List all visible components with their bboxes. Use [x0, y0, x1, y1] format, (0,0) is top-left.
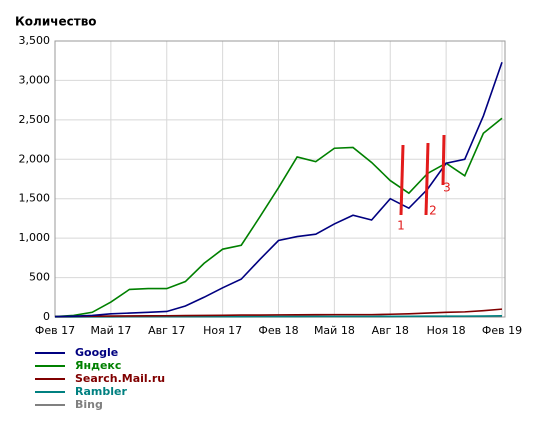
x-tick-label: Фев 19 — [482, 324, 522, 337]
x-tick-label: Фев 18 — [258, 324, 298, 337]
y-tick-label: 3,000 — [19, 73, 51, 86]
y-tick-label: 3,500 — [19, 34, 51, 47]
y-tick-label: 1,500 — [19, 192, 51, 205]
annotation-label: 1 — [397, 219, 405, 233]
y-tick-label: 0 — [43, 310, 50, 323]
x-tick-label: Май 18 — [314, 324, 355, 337]
annotation-stroke — [443, 135, 444, 185]
x-tick-label: Авг 17 — [148, 324, 185, 337]
legend-label: Google — [75, 346, 118, 359]
annotation-label: 3 — [443, 181, 451, 195]
legend-label: Bing — [75, 398, 103, 411]
annotation-label: 2 — [429, 204, 437, 218]
annotation-stroke — [426, 143, 428, 215]
y-tick-label: 2,500 — [19, 113, 51, 126]
plot-frame — [55, 41, 505, 317]
x-tick-label: Фев 17 — [35, 324, 75, 337]
legend-label: Search.Mail.ru — [75, 372, 165, 385]
x-tick-label: Ноя 18 — [427, 324, 466, 337]
legend-label: Яндекс — [75, 359, 121, 372]
y-tick-label: 2,000 — [19, 152, 51, 165]
annotation-stroke — [401, 145, 403, 215]
legend-label: Rambler — [75, 385, 127, 398]
chart-title: Количество — [15, 15, 97, 29]
x-tick-label: Авг 18 — [372, 324, 409, 337]
y-tick-label: 500 — [29, 271, 50, 284]
y-tick-label: 1,000 — [19, 231, 51, 244]
x-tick-label: Май 17 — [90, 324, 131, 337]
x-tick-label: Ноя 17 — [203, 324, 242, 337]
